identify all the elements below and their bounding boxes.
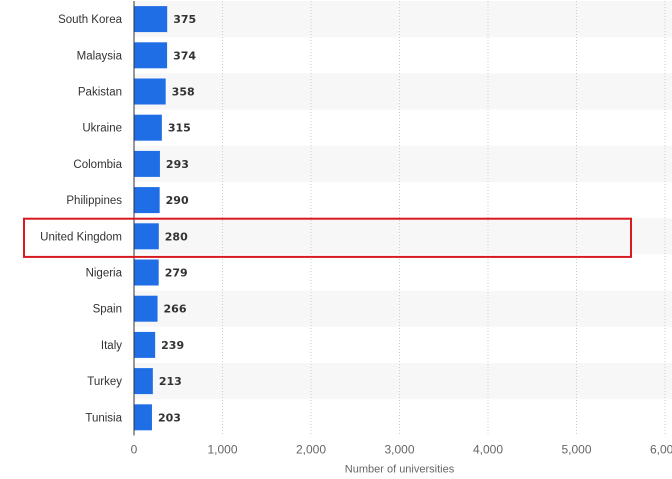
row-band — [134, 1, 672, 38]
category-label: Turkey — [87, 376, 122, 388]
x-tick-label: 3,000 — [384, 442, 414, 456]
value-label: 213 — [159, 375, 182, 388]
x-tick-label: 1,000 — [207, 442, 237, 456]
bar-philippines[interactable] — [134, 187, 160, 214]
bar-malaysia[interactable] — [134, 42, 168, 69]
bar-nigeria[interactable] — [134, 259, 159, 286]
category-label: South Korea — [58, 14, 123, 26]
category-label: Spain — [93, 304, 122, 316]
bar-spain[interactable] — [134, 295, 158, 322]
x-tick-label: 5,000 — [561, 442, 591, 456]
value-label: 358 — [172, 86, 195, 99]
value-label: 239 — [161, 339, 184, 352]
category-label: Pakistan — [78, 87, 122, 99]
bar-italy[interactable] — [134, 331, 156, 358]
x-tick-labels: 0 1,000 2,000 3,000 4,000 5,000 6,000 — [131, 442, 672, 456]
bar-pakistan[interactable] — [134, 78, 166, 105]
x-tick-label: 0 — [131, 442, 138, 456]
row-band — [134, 73, 672, 110]
bar-colombia[interactable] — [134, 150, 160, 177]
value-labels: 375 374 358 315 293 290 280 279 266 239 213 203 — [158, 13, 196, 424]
category-label: United Kingdom — [40, 231, 122, 243]
category-label: Colombia — [73, 159, 122, 171]
value-label: 293 — [166, 158, 189, 171]
value-label: 280 — [165, 230, 188, 243]
row-band — [134, 218, 672, 255]
row-band — [134, 363, 672, 400]
value-label: 266 — [164, 303, 187, 316]
category-label: Ukraine — [82, 123, 122, 135]
category-label: Tunisia — [85, 412, 122, 424]
category-labels: South Korea Malaysia Pakistan Ukraine Colomb… — [40, 14, 122, 424]
category-label: Italy — [101, 340, 122, 352]
bar-united-kingdom[interactable] — [134, 223, 159, 250]
category-label: Nigeria — [86, 268, 123, 280]
value-label: 203 — [158, 411, 181, 424]
row-band — [134, 290, 672, 327]
x-axis-title: Number of universities — [345, 463, 455, 475]
value-label: 375 — [173, 13, 196, 26]
bar-tunisia[interactable] — [134, 404, 152, 431]
gridlines — [222, 1, 666, 436]
category-label: Philippines — [66, 195, 122, 207]
value-label: 290 — [166, 194, 189, 207]
x-tick-label: 6,000 — [650, 442, 672, 456]
x-tick-label: 2,000 — [296, 442, 326, 456]
highlight-box — [23, 217, 632, 258]
row-band — [134, 145, 672, 182]
value-label: 374 — [173, 49, 196, 62]
value-label: 315 — [168, 122, 191, 135]
x-tick-label: 4,000 — [473, 442, 503, 456]
bar-ukraine[interactable] — [134, 114, 162, 141]
bar-south-korea[interactable] — [134, 6, 168, 33]
value-label: 279 — [165, 267, 188, 280]
row-bands — [134, 1, 672, 400]
bar-turkey[interactable] — [134, 368, 153, 395]
bars — [134, 6, 168, 431]
category-label: Malaysia — [77, 50, 123, 62]
